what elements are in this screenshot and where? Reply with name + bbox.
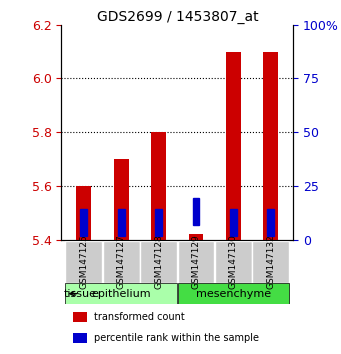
Text: percentile rank within the sample: percentile rank within the sample <box>94 333 259 343</box>
Text: GSM147127: GSM147127 <box>117 234 126 289</box>
Bar <box>73 312 87 322</box>
Bar <box>76 186 91 240</box>
Bar <box>118 209 124 235</box>
Text: mesenchyme: mesenchyme <box>196 289 271 299</box>
Title: GDS2699 / 1453807_at: GDS2699 / 1453807_at <box>97 10 258 24</box>
Text: GSM147125: GSM147125 <box>79 234 88 289</box>
Bar <box>114 159 129 240</box>
FancyBboxPatch shape <box>215 241 252 283</box>
Text: GSM147130: GSM147130 <box>229 234 238 289</box>
Bar <box>73 333 87 343</box>
Bar <box>263 52 278 240</box>
FancyBboxPatch shape <box>103 241 139 283</box>
Text: GSM147132: GSM147132 <box>266 234 275 289</box>
Text: GSM147128: GSM147128 <box>154 234 163 289</box>
Text: tissue: tissue <box>63 289 96 299</box>
Bar <box>230 209 237 235</box>
FancyBboxPatch shape <box>140 241 177 283</box>
Bar <box>189 234 204 240</box>
Bar <box>178 283 289 304</box>
FancyBboxPatch shape <box>178 241 214 283</box>
Bar <box>193 198 199 225</box>
Bar <box>151 132 166 240</box>
Bar <box>65 283 177 304</box>
Bar <box>226 52 241 240</box>
Text: transformed count: transformed count <box>94 312 184 322</box>
Bar <box>80 209 87 235</box>
FancyBboxPatch shape <box>65 241 102 283</box>
Bar <box>267 209 274 235</box>
Bar <box>155 209 162 235</box>
FancyBboxPatch shape <box>252 241 289 283</box>
Text: GSM147129: GSM147129 <box>192 234 201 289</box>
Text: epithelium: epithelium <box>91 289 151 299</box>
